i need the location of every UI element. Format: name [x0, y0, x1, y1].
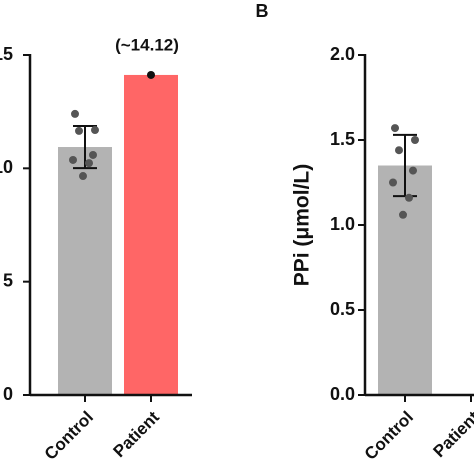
- panel-label: B: [256, 1, 269, 21]
- bar: [124, 74, 178, 396]
- y-tick-label: 2.0: [330, 44, 355, 64]
- data-point: [395, 146, 403, 155]
- data-point: [69, 155, 77, 164]
- x-tick-label: Patient: [109, 407, 163, 461]
- y-tick-label: 0.5: [330, 299, 355, 319]
- data-point: [71, 109, 79, 118]
- data-point: [399, 210, 407, 219]
- y-tick-label: 1.5: [330, 129, 355, 149]
- data-point: [85, 159, 93, 168]
- x-tick-label: Control: [361, 408, 417, 464]
- y-tick-label: 0.0: [330, 384, 355, 404]
- data-point: [79, 172, 87, 181]
- y-tick-label: 10: [0, 157, 13, 177]
- y-axis-label: PPi (μmol/L): [291, 164, 314, 287]
- x-tick-label: Control: [41, 408, 97, 464]
- bar: [58, 147, 112, 395]
- data-point: [391, 124, 399, 133]
- bar: [378, 165, 432, 395]
- data-point: [389, 178, 397, 187]
- data-point: [411, 136, 419, 144]
- error-bar: [393, 133, 417, 198]
- data-point: [91, 126, 99, 135]
- y-tick-label: 1.0: [330, 214, 355, 234]
- y-tick-label: 15: [0, 44, 13, 64]
- x-tick-label: Patient: [429, 407, 474, 461]
- y-tick-label: 0: [3, 384, 13, 404]
- data-point: [405, 193, 413, 202]
- data-point: [409, 166, 417, 175]
- error-bar: [73, 124, 97, 170]
- data-point: [89, 150, 97, 159]
- data-point: [147, 70, 155, 79]
- annotation: (~14.12): [115, 35, 179, 54]
- y-tick-label: 5: [3, 270, 13, 290]
- data-point: [75, 126, 83, 135]
